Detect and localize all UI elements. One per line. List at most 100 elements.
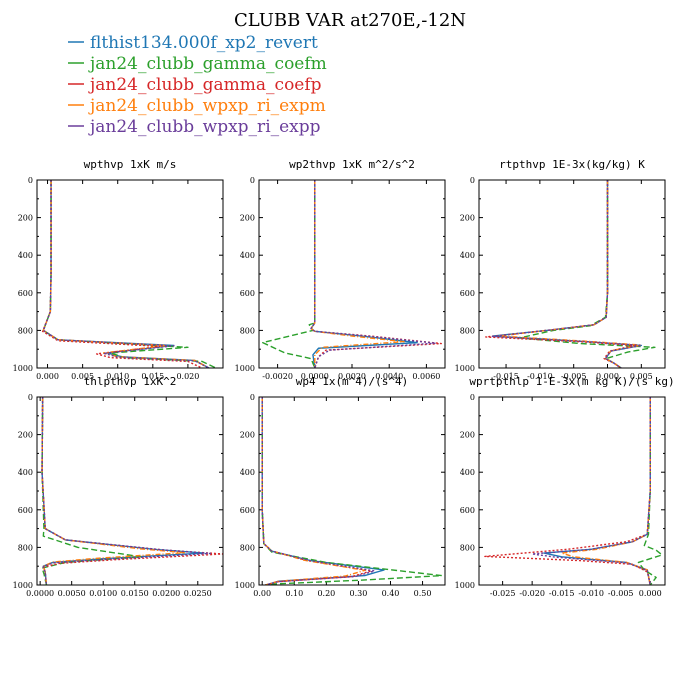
y-tick-label: 400 [18, 251, 33, 260]
series-line [498, 180, 643, 368]
series-group [484, 397, 663, 585]
x-tick-label: 0.0250 [184, 589, 212, 598]
series-line [543, 397, 651, 585]
y-tick-label: 0 [28, 393, 33, 402]
legend-item: flthist134.000f_xp2_revert [68, 33, 318, 53]
y-tick-label: 400 [240, 251, 255, 260]
y-tick-label: 600 [460, 289, 475, 298]
legend-item: jan24_clubb_wpxp_ri_expp [68, 117, 321, 137]
series-line [560, 397, 651, 585]
plot-frame [36, 179, 224, 369]
x-tick-label: -0.020 [519, 589, 545, 598]
x-tick-label: -0.010 [527, 372, 553, 381]
x-tick-label: 0.50 [414, 589, 432, 598]
legend-label: jan24_clubb_wpxp_ri_expm [88, 96, 326, 116]
x-tick-label: -0.025 [490, 589, 516, 598]
series-group [41, 180, 217, 368]
y-tick-label: 1000 [13, 364, 33, 373]
panel-title: wprtpthlp 1-E-3x(m kg K)/(s kg) [469, 375, 674, 388]
chart-panel: rtpthvp 1E-3x(kg/kg) K 0 200 400 600 800 1000 -… [455, 158, 666, 381]
x-tick-label: 0.000 [36, 372, 59, 381]
y-tick-label: 200 [460, 431, 475, 440]
y-tick-label: 800 [240, 543, 255, 552]
y-tick-label: 800 [460, 543, 475, 552]
x-tick-label: 0.0050 [58, 589, 86, 598]
x-tick-label: -0.015 [493, 372, 519, 381]
plot-frame [258, 179, 446, 369]
x-tick-label: 0.005 [71, 372, 94, 381]
series-line [310, 180, 437, 368]
plot-frame [36, 396, 224, 586]
x-tick-label: 0.0020 [338, 372, 366, 381]
y-tick-label: 0 [28, 176, 33, 185]
legend-item: jan24_clubb_wpxp_ri_expm [68, 96, 326, 116]
y-tick-label: 200 [460, 214, 475, 223]
chart-panel: wprtpthlp 1-E-3x(m kg K)/(s kg) 0 200 400 60… [455, 375, 675, 598]
x-tick-label: 0.000 [639, 589, 662, 598]
legend-item: jan24_clubb_gamma_coefm [68, 54, 327, 74]
x-tick-label: 0.0200 [152, 589, 180, 598]
x-tick-label: 0.015 [141, 372, 164, 381]
y-tick-label: 600 [460, 506, 475, 515]
legend-label: jan24_clubb_gamma_coefp [88, 75, 322, 95]
series-line [261, 397, 376, 585]
y-tick-label: 600 [240, 289, 255, 298]
series-line [637, 397, 663, 585]
x-tick-label: 0.020 [176, 372, 199, 381]
plot-frame [478, 179, 666, 369]
series-line [261, 397, 385, 585]
chart-panel: wp2thvp 1xK m^2/s^2 0 200 400 600 800 1000 -0.0… [235, 158, 446, 381]
x-tick-label: -0.010 [578, 589, 604, 598]
panel-title: rtpthvp 1E-3x(kg/kg) K [499, 158, 645, 171]
y-tick-label: 0 [250, 176, 255, 185]
plot-frame [478, 396, 666, 586]
y-tick-label: 0 [470, 176, 475, 185]
x-tick-label: -0.005 [608, 589, 634, 598]
y-tick-label: 200 [18, 431, 33, 440]
x-tick-label: 0.0150 [121, 589, 149, 598]
y-tick-label: 0 [470, 393, 475, 402]
y-tick-label: 200 [240, 214, 255, 223]
figure-title: CLUBB VAR at270E,-12N [234, 10, 466, 31]
x-tick-label: -0.005 [561, 372, 587, 381]
series-line [261, 397, 366, 585]
panel-title: wp2thvp 1xK m^2/s^2 [289, 158, 415, 171]
series-line [531, 397, 651, 585]
x-tick-label: 0.0000 [301, 372, 329, 381]
x-tick-label: 0.0060 [412, 372, 440, 381]
x-tick-label: 0.0100 [89, 589, 117, 598]
y-tick-label: 1000 [235, 364, 255, 373]
series-group [41, 397, 223, 585]
x-tick-label: 0.10 [285, 589, 303, 598]
x-tick-label: -0.015 [549, 589, 575, 598]
series-group [261, 397, 443, 585]
y-tick-label: 0 [250, 393, 255, 402]
x-tick-label: -0.0020 [262, 372, 293, 381]
y-tick-label: 200 [240, 431, 255, 440]
series-line [261, 397, 443, 585]
series-group [262, 180, 442, 368]
panel-title: thlpthvp 1xK^2 [84, 375, 177, 388]
x-tick-label: 0.0000 [26, 589, 54, 598]
legend: flthist134.000f_xp2_revertjan24_clubb_ga… [68, 33, 327, 137]
series-line [518, 180, 656, 368]
y-tick-label: 1000 [235, 581, 255, 590]
series-line [42, 180, 210, 368]
y-tick-label: 1000 [13, 581, 33, 590]
panel-title: wp4 1x(m^4)/(s^4) [296, 375, 409, 388]
x-tick-label: 0.20 [317, 589, 335, 598]
x-tick-label: 0.40 [382, 589, 400, 598]
y-tick-label: 600 [18, 506, 33, 515]
series-line [491, 180, 643, 368]
legend-label: jan24_clubb_gamma_coefm [88, 54, 327, 74]
y-tick-label: 800 [18, 543, 33, 552]
y-tick-label: 400 [18, 468, 33, 477]
legend-label: flthist134.000f_xp2_revert [90, 33, 318, 53]
y-tick-label: 800 [240, 326, 255, 335]
y-tick-label: 600 [18, 289, 33, 298]
y-tick-label: 1000 [455, 581, 475, 590]
